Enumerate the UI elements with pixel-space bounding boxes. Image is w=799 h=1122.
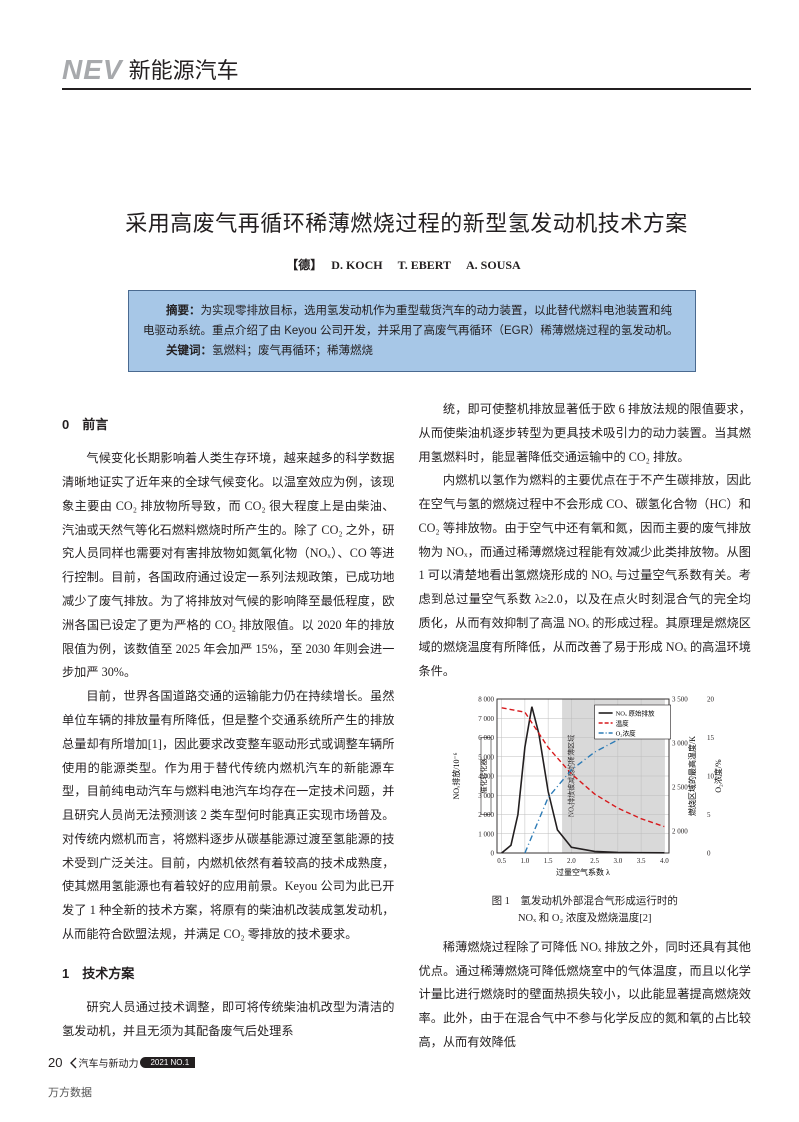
svg-text:O₂浓度/%: O₂浓度/% <box>713 759 723 793</box>
s1-p1: 研究人员通过技术调整，即可将传统柴油机改型为清洁的氢发动机，并且无须为其配备废气… <box>62 996 395 1044</box>
author-2: T. EBERT <box>398 258 451 272</box>
section-0-title: 0 前言 <box>62 412 395 437</box>
svg-text:8 000: 8 000 <box>478 696 494 704</box>
svg-text:0.5: 0.5 <box>497 857 506 865</box>
figure-1-svg: NOₓ排放被减弱的稀薄区域催化转化器0.51.01.52.02.53.03.54… <box>445 691 725 881</box>
s1-p4: 稀薄燃烧过程除了可降低 NOₓ 排放之外，同时还具有其他优点。通过稀薄燃烧可降低… <box>419 936 752 1055</box>
svg-text:2 000: 2 000 <box>478 811 494 819</box>
s1-p3: 内燃机以氢作为燃料的主要优点在于不产生碳排放，因此在空气与氢的燃烧过程中不会形成… <box>419 469 752 683</box>
header-cn: 新能源汽车 <box>129 53 239 88</box>
svg-text:O₂浓度: O₂浓度 <box>615 729 635 738</box>
keywords-line: 关键词：氢燃料；废气再循环；稀薄燃烧 <box>143 341 681 361</box>
abstract-body: 摘要：为实现零排放目标，选用氢发动机作为重型载货汽车的动力装置，以此替代燃料电池… <box>143 301 681 341</box>
page-footer: 20 汽车与新动力 2021 NO.1 <box>48 1055 195 1070</box>
s1-p2: 统，即可使整机排放显著低于欧 6 排放法规的限值要求，从而使柴油机逐步转型为更具… <box>419 398 752 469</box>
abstract-box: 摘要：为实现零排放目标，选用氢发动机作为重型载货汽车的动力装置，以此替代燃料电池… <box>128 290 696 372</box>
svg-text:2.0: 2.0 <box>567 857 576 865</box>
page-number: 20 <box>48 1055 62 1070</box>
body-columns: 0 前言 气候变化长期影响着人类生存环境，越来越多的科学数据清晰地证实了近年来的… <box>62 398 751 1050</box>
watermark: 万方数据 <box>48 1084 92 1100</box>
footer-bracket-icon <box>68 1057 78 1069</box>
svg-text:7 000: 7 000 <box>478 715 494 723</box>
svg-text:1.5: 1.5 <box>544 857 553 865</box>
authors-line: 【德】 D. KOCH T. EBERT A. SOUSA <box>62 256 751 273</box>
svg-text:NOₓ排放/10⁻⁶: NOₓ排放/10⁻⁶ <box>451 753 461 800</box>
svg-text:15: 15 <box>707 734 715 742</box>
abstract-label: 摘要： <box>166 305 201 317</box>
svg-text:2 500: 2 500 <box>672 784 688 792</box>
svg-text:燃烧区域的最高温度/K: 燃烧区域的最高温度/K <box>687 736 697 816</box>
svg-text:4.0: 4.0 <box>660 857 669 865</box>
article-title: 采用高废气再循环稀薄燃烧过程的新型氢发动机技术方案 <box>62 206 751 238</box>
fig1-caption-l1: 图 1 氢发动机外部混合气形成运行时的 <box>492 896 678 907</box>
svg-text:0: 0 <box>707 850 711 858</box>
svg-text:4 000: 4 000 <box>478 773 494 781</box>
journal-name: 汽车与新动力 <box>78 1055 138 1070</box>
author-1: D. KOCH <box>331 258 382 272</box>
svg-text:1 000: 1 000 <box>478 831 494 839</box>
s0-p1: 气候变化长期影响着人类生存环境，越来越多的科学数据清晰地证实了近年来的全球气候变… <box>62 447 395 685</box>
svg-text:NOₓ 原始排放: NOₓ 原始排放 <box>615 709 654 718</box>
s0-p2: 目前，世界各国道路交通的运输能力仍在持续增长。虽然单位车辆的排放量有所降低，但是… <box>62 685 395 947</box>
svg-text:过量空气系数 λ: 过量空气系数 λ <box>556 867 610 877</box>
svg-text:3 000: 3 000 <box>478 792 494 800</box>
fig1-caption-l2: NOₓ 和 O₂ 浓度及燃烧温度[2] <box>518 913 652 924</box>
abstract-text: 为实现零排放目标，选用氢发动机作为重型载货汽车的动力装置，以此替代燃料电池装置和… <box>143 305 678 337</box>
svg-text:3 000: 3 000 <box>672 740 688 748</box>
svg-text:5: 5 <box>707 811 711 819</box>
section-1-title: 1 技术方案 <box>62 961 395 986</box>
svg-text:5 000: 5 000 <box>478 754 494 762</box>
figure-1: NOₓ排放被减弱的稀薄区域催化转化器0.51.01.52.02.53.03.54… <box>419 691 752 927</box>
section-header: NEV 新能源汽车 <box>62 54 751 90</box>
svg-text:2 000: 2 000 <box>672 828 688 836</box>
keywords-text: 氢燃料；废气再循环；稀薄燃烧 <box>212 345 373 357</box>
figure-1-caption: 图 1 氢发动机外部混合气形成运行时的 NOₓ 和 O₂ 浓度及燃烧温度[2] <box>419 894 752 928</box>
svg-text:0: 0 <box>490 850 494 858</box>
journal-issue: 2021 NO.1 <box>140 1057 195 1068</box>
svg-text:3 500: 3 500 <box>672 696 688 704</box>
header-en: NEV <box>62 54 123 88</box>
svg-text:3.5: 3.5 <box>636 857 645 865</box>
svg-text:20: 20 <box>707 696 715 704</box>
keywords-label: 关键词： <box>166 345 212 357</box>
svg-text:2.5: 2.5 <box>590 857 599 865</box>
svg-text:温度: 温度 <box>615 719 629 728</box>
svg-text:6 000: 6 000 <box>478 734 494 742</box>
author-3: A. SOUSA <box>466 258 521 272</box>
author-nation: 【德】 <box>286 258 322 272</box>
svg-text:1.0: 1.0 <box>520 857 529 865</box>
svg-text:3.0: 3.0 <box>613 857 622 865</box>
